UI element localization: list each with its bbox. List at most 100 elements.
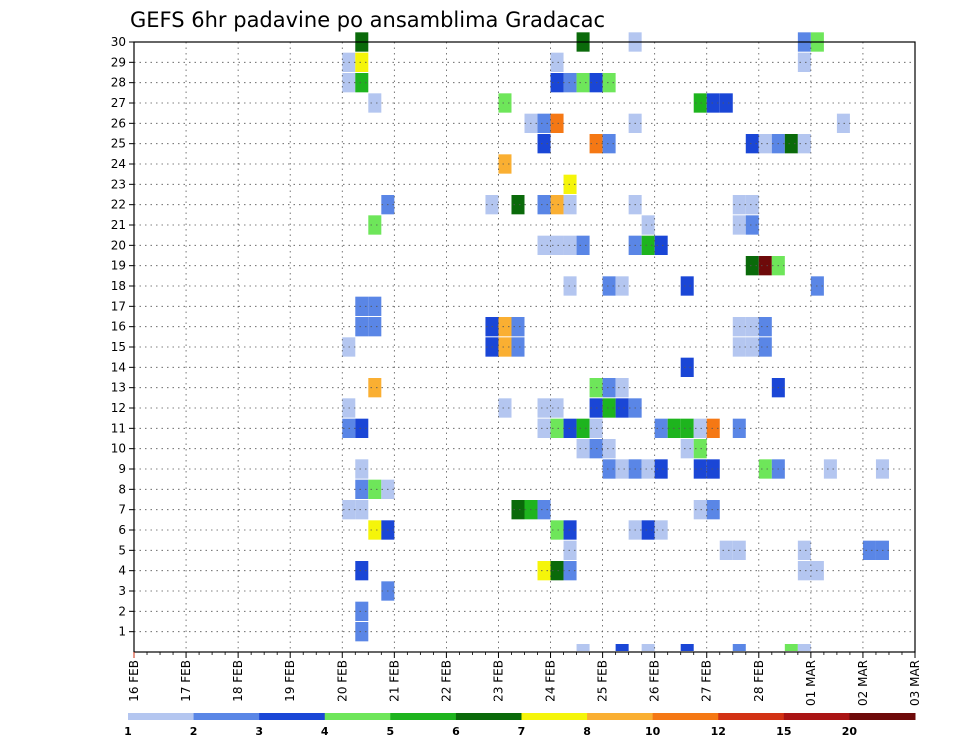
- heatmap-cell: [576, 73, 590, 93]
- y-tick-label: 16: [111, 320, 126, 334]
- heatmap-cell: [498, 154, 512, 174]
- heatmap-cell: [550, 235, 564, 255]
- y-tick-label: 29: [111, 55, 126, 69]
- heatmap-cell: [511, 500, 525, 520]
- heatmap-cell: [797, 644, 811, 651]
- heatmap-cell: [550, 418, 564, 438]
- y-tick-label: 17: [111, 299, 126, 313]
- y-tick-label: 6: [118, 523, 126, 537]
- heatmap-cell: [758, 256, 772, 276]
- x-tick-label: 22 FEB: [439, 660, 453, 702]
- heatmap-cell: [355, 296, 369, 316]
- heatmap-cell: [511, 195, 525, 215]
- heatmap-cell: [550, 398, 564, 418]
- heatmap-cell: [745, 256, 759, 276]
- y-tick-label: 24: [111, 157, 126, 171]
- heatmap-cell: [355, 459, 369, 479]
- heatmap-cell: [797, 134, 811, 154]
- y-tick-label: 25: [111, 137, 126, 151]
- x-tick-label: 23 FEB: [491, 660, 505, 702]
- heatmap-cell: [719, 93, 733, 113]
- heatmap-cell: [797, 52, 811, 72]
- heatmap-cell: [654, 520, 668, 540]
- heatmap-cell: [563, 195, 577, 215]
- y-tick-label: 13: [111, 381, 126, 395]
- y-axis: 1234567891011121314151617181920212223242…: [111, 35, 134, 639]
- heatmap-cell: [654, 418, 668, 438]
- x-tick-label: 24 FEB: [544, 660, 558, 702]
- legend-swatch: [783, 713, 850, 720]
- heatmap-cell: [563, 520, 577, 540]
- heatmap-cell: [615, 276, 629, 296]
- heatmap-cell: [693, 418, 707, 438]
- heatmap-cell: [602, 134, 616, 154]
- heatmap-cell: [563, 561, 577, 581]
- heatmap-cell: [355, 317, 369, 337]
- heatmap-cell: [706, 500, 720, 520]
- heatmap-cell: [511, 317, 525, 337]
- legend-label: 5: [387, 725, 395, 738]
- heatmap-cell: [355, 601, 369, 621]
- color-legend: 1 2 3 4 5 6 7 8 10 12 15 20: [124, 713, 916, 738]
- heatmap-cell: [745, 317, 759, 337]
- heatmap-cell: [563, 73, 577, 93]
- x-tick-label: 17 FEB: [179, 660, 193, 702]
- heatmap-cell: [862, 540, 876, 560]
- heatmap-cell: [693, 500, 707, 520]
- legend-swatch: [193, 713, 260, 720]
- x-axis: 16 FEB 17 FEB 18 FEB 19 FEB 20 FEB 21 FEB 22 F…: [127, 652, 922, 706]
- y-tick-label: 14: [111, 360, 126, 374]
- y-tick-label: 26: [111, 116, 126, 130]
- heatmap-cell: [355, 52, 369, 72]
- heatmap-cell: [654, 235, 668, 255]
- heatmap-cell: [498, 337, 512, 357]
- heatmap-cell: [498, 93, 512, 113]
- heatmap-cell: [836, 113, 850, 133]
- x-tick-label: 27 FEB: [700, 660, 714, 702]
- y-tick-label: 4: [118, 564, 126, 578]
- heatmap-cell: [368, 378, 382, 398]
- legend-label: 12: [711, 725, 726, 738]
- heatmap-cell: [615, 644, 629, 651]
- y-tick-label: 1: [118, 625, 126, 639]
- heatmap-cell: [797, 540, 811, 560]
- heatmap-cell: [563, 276, 577, 296]
- heatmap-cell: [368, 317, 382, 337]
- heatmap-cell: [602, 378, 616, 398]
- chart-title: GEFS 6hr padavine po ansamblima Gradacac: [130, 8, 605, 32]
- heatmap-cell: [576, 644, 590, 651]
- heatmap-cell: [758, 337, 772, 357]
- heatmap-cell: [758, 459, 772, 479]
- heatmap-cell: [563, 418, 577, 438]
- y-tick-label: 15: [111, 340, 126, 354]
- heatmap-cell: [641, 520, 655, 540]
- y-tick-label: 2: [118, 604, 126, 618]
- heatmap-cell: [758, 317, 772, 337]
- heatmap-cell: [615, 459, 629, 479]
- heatmap-cell: [550, 561, 564, 581]
- y-tick-label: 3: [118, 584, 126, 598]
- heatmap-cell: [615, 378, 629, 398]
- heatmap-cell: [745, 337, 759, 357]
- y-tick-label: 28: [111, 76, 126, 90]
- heatmap-cell: [537, 500, 551, 520]
- heatmap-cell: [745, 195, 759, 215]
- legend-swatch: [652, 713, 719, 720]
- heatmap-cell: [537, 418, 551, 438]
- heatmap-cell: [654, 459, 668, 479]
- x-tick-label: 21 FEB: [387, 660, 401, 702]
- y-tick-label: 8: [118, 482, 126, 496]
- heatmap-cell: [745, 134, 759, 154]
- heatmap-cell: [758, 134, 772, 154]
- heatmap-cell: [498, 317, 512, 337]
- x-tick-label: 20 FEB: [335, 660, 349, 702]
- heatmap-cell: [745, 215, 759, 235]
- y-tick-label: 9: [118, 462, 126, 476]
- heatmap-cell: [706, 418, 720, 438]
- legend-label: 6: [452, 725, 460, 738]
- x-tick-label: 26 FEB: [648, 660, 662, 702]
- heatmap-cell: [550, 73, 564, 93]
- heatmap-cell: [355, 73, 369, 93]
- heatmap-cell: [511, 337, 525, 357]
